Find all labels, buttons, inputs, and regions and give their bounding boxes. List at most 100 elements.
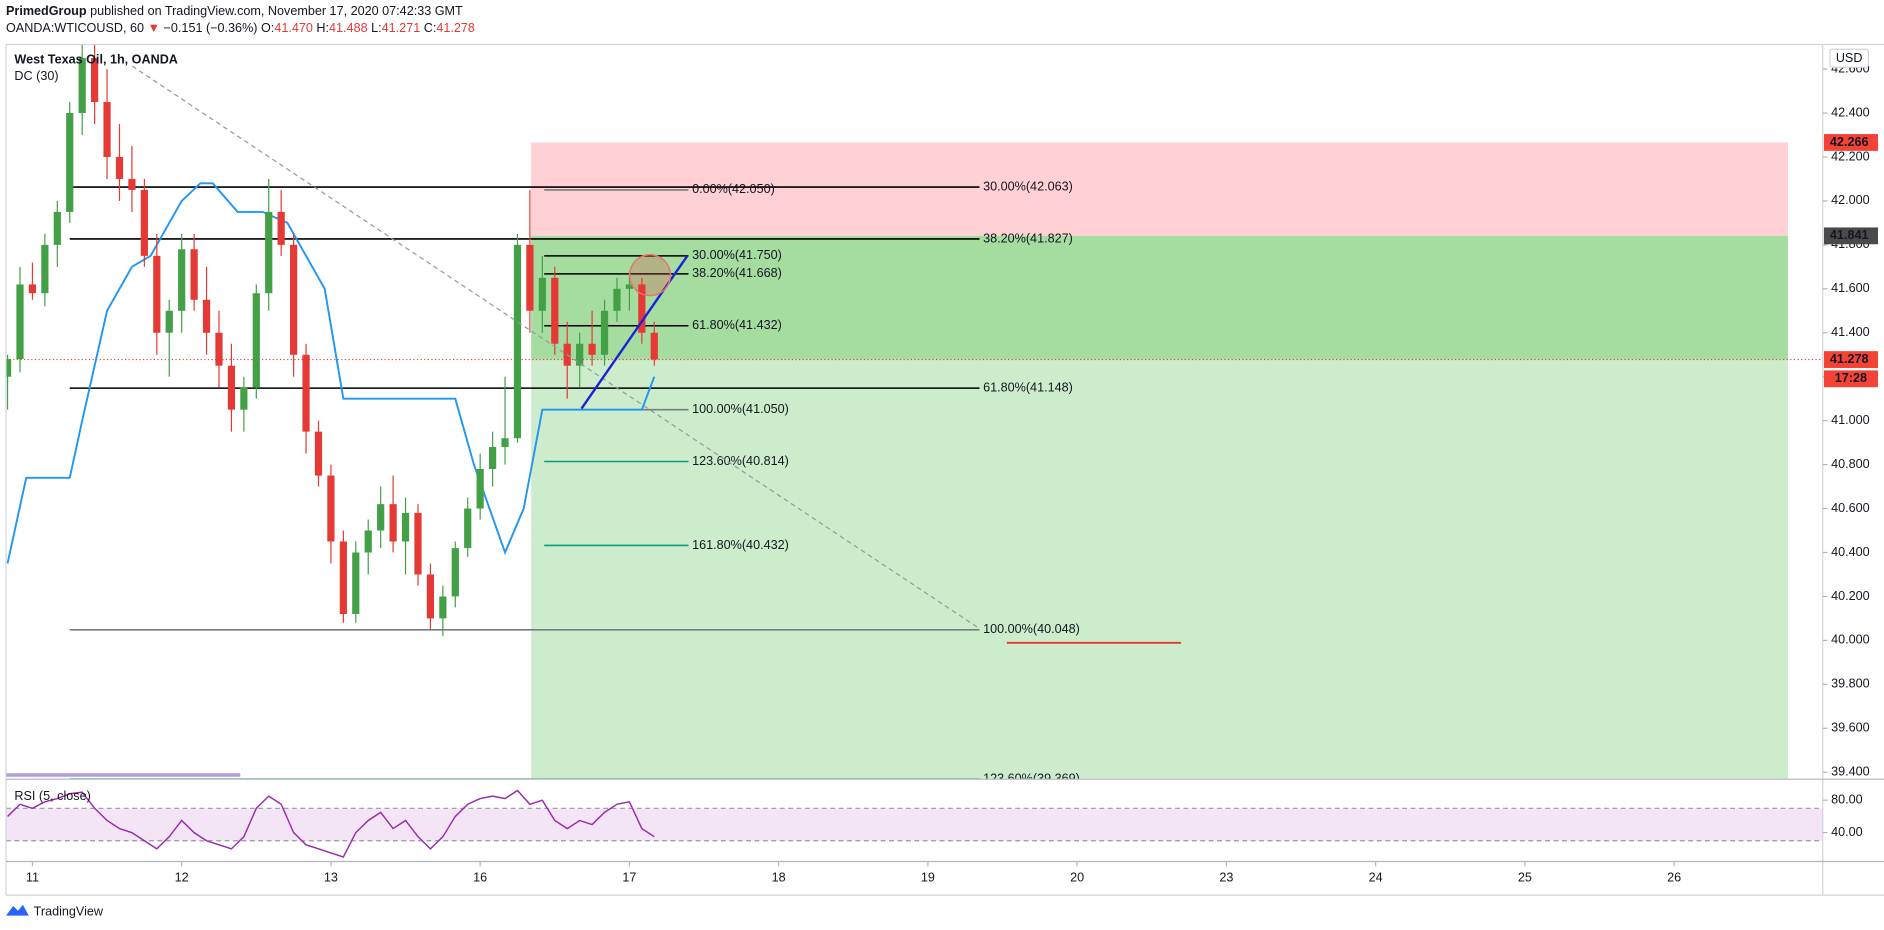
profit-zone [531,235,1788,360]
candle-body [588,343,596,355]
fib-label: 38.20%(41.827) [983,231,1073,245]
candle-body [513,244,522,439]
candle-body [464,508,472,549]
countdown: 17:28 [1835,371,1867,385]
x-tick-label: 25 [1518,871,1532,885]
candle-body [28,284,37,294]
candle-body [414,512,422,575]
fib-label: 161.80%(40.432) [692,538,789,552]
y-tick-label: 42.200 [1831,149,1870,163]
countdown-tag [1823,370,1878,388]
donchian-line [6,182,656,564]
target-zone [531,359,1788,779]
candle-body [364,530,372,553]
candle-body [240,387,248,410]
fib-label: 0.00%(42.050) [692,182,775,196]
candle-body [165,310,173,333]
y-tick-label: 41.000 [1831,413,1870,427]
y-tick-label: 39.600 [1831,721,1870,735]
candle-body [600,310,609,355]
candle-body [476,468,484,509]
highlight-circle [628,254,672,297]
currency[interactable]: USD [1836,51,1863,65]
y-tick-label: 41.600 [1831,281,1870,295]
candle-body [290,244,298,355]
candle-body [128,178,136,190]
currency-box[interactable] [1829,48,1869,68]
fib-label: 61.80%(41.148) [983,380,1073,394]
candle-body [401,512,410,542]
main-pane: 30.00%(42.063) 38.20%(41.827) 61.80%(41.14… [6,44,1823,779]
candle-body [551,277,559,344]
rsi-pane [6,789,1823,858]
fib-label: 100.00%(41.050) [692,402,789,416]
x-tick-label: 13 [324,871,338,885]
close: 41.278 [436,21,475,35]
indicator-legend: DC (30) [14,69,58,83]
candle-body [538,277,546,311]
y-tick-label: 39.400 [1831,765,1870,779]
price-tag-label: 42.266 [1830,135,1869,149]
fib-label: 30.00%(41.750) [692,248,782,262]
x-tick-label: 17 [622,871,636,885]
logo [6,904,29,916]
symbol-line: OANDA:WTICOUSD, 60 ▼ −0.151 (−0.36%) O:4… [6,21,475,35]
open: 41.470 [274,21,313,35]
axes: 42.60042.40042.20042.00041.80041.60041.4… [5,43,1884,896]
high-label: H: [316,21,329,35]
open-label: O: [261,21,274,35]
price-tag [1823,351,1878,368]
rsi-tick-label: 40.00 [1831,825,1863,839]
candle-body [115,156,124,179]
x-tick-label: 26 [1667,871,1681,885]
published: published on TradingView.com, November 1… [87,4,463,18]
change-arrow: ▼ [148,21,160,35]
y-tick-label: 42.000 [1831,193,1870,207]
candle-body [314,431,323,476]
fib-label: 38.20%(41.668) [692,266,782,280]
x-tick-label: 23 [1219,871,1233,885]
candle-body [41,244,49,294]
candle-body [327,475,335,542]
candle-body [439,596,447,619]
y-tick-label: 40.000 [1831,633,1870,647]
candle-body [526,244,534,311]
y-tick-label: 40.400 [1831,545,1870,559]
candle-body [227,365,236,410]
y-tick-label: 40.200 [1831,589,1870,603]
trend-dashed [131,65,980,629]
y-tick-label: 42.400 [1831,105,1870,119]
candle-body [352,552,360,615]
candle-body [16,284,24,360]
price-tag [1823,134,1878,151]
price-tag [1823,227,1878,245]
candle-body [265,211,273,294]
low: 41.271 [382,21,421,35]
change: −0.151 (−0.36%) [164,21,258,35]
candle-body [6,359,12,377]
fib-label: 30.00%(42.063) [983,179,1073,193]
candle-body [140,189,148,256]
rsi-line [7,789,655,858]
header-line: PrimedGroup published on TradingView.com… [6,4,463,18]
y-tick-label: 41.400 [1831,325,1870,339]
candle-body [501,438,509,448]
symbol: OANDA:WTICOUSD, 60 [6,21,144,35]
price-tag-label: 41.841 [1830,228,1869,242]
candle-body [613,288,621,311]
y-tick-label: 40.600 [1831,501,1870,515]
candle-body [252,293,260,388]
chart-title: West Texas Oil, 1h, OANDA [14,52,178,66]
x-tick-label: 20 [1070,871,1084,885]
x-tick-label: 24 [1369,871,1383,885]
candle-body [277,211,285,245]
x-tick-label: 19 [921,871,935,885]
rsi-band [6,808,1823,841]
fib-label: 123.60%(40.814) [692,454,789,468]
fib-label: 100.00%(40.048) [983,622,1080,636]
close-label: C: [424,21,437,35]
candle-body [389,504,397,542]
candle-body [215,332,223,366]
fib-label: 61.80%(41.432) [692,318,782,332]
price-tag-label: 41.278 [1830,352,1869,366]
